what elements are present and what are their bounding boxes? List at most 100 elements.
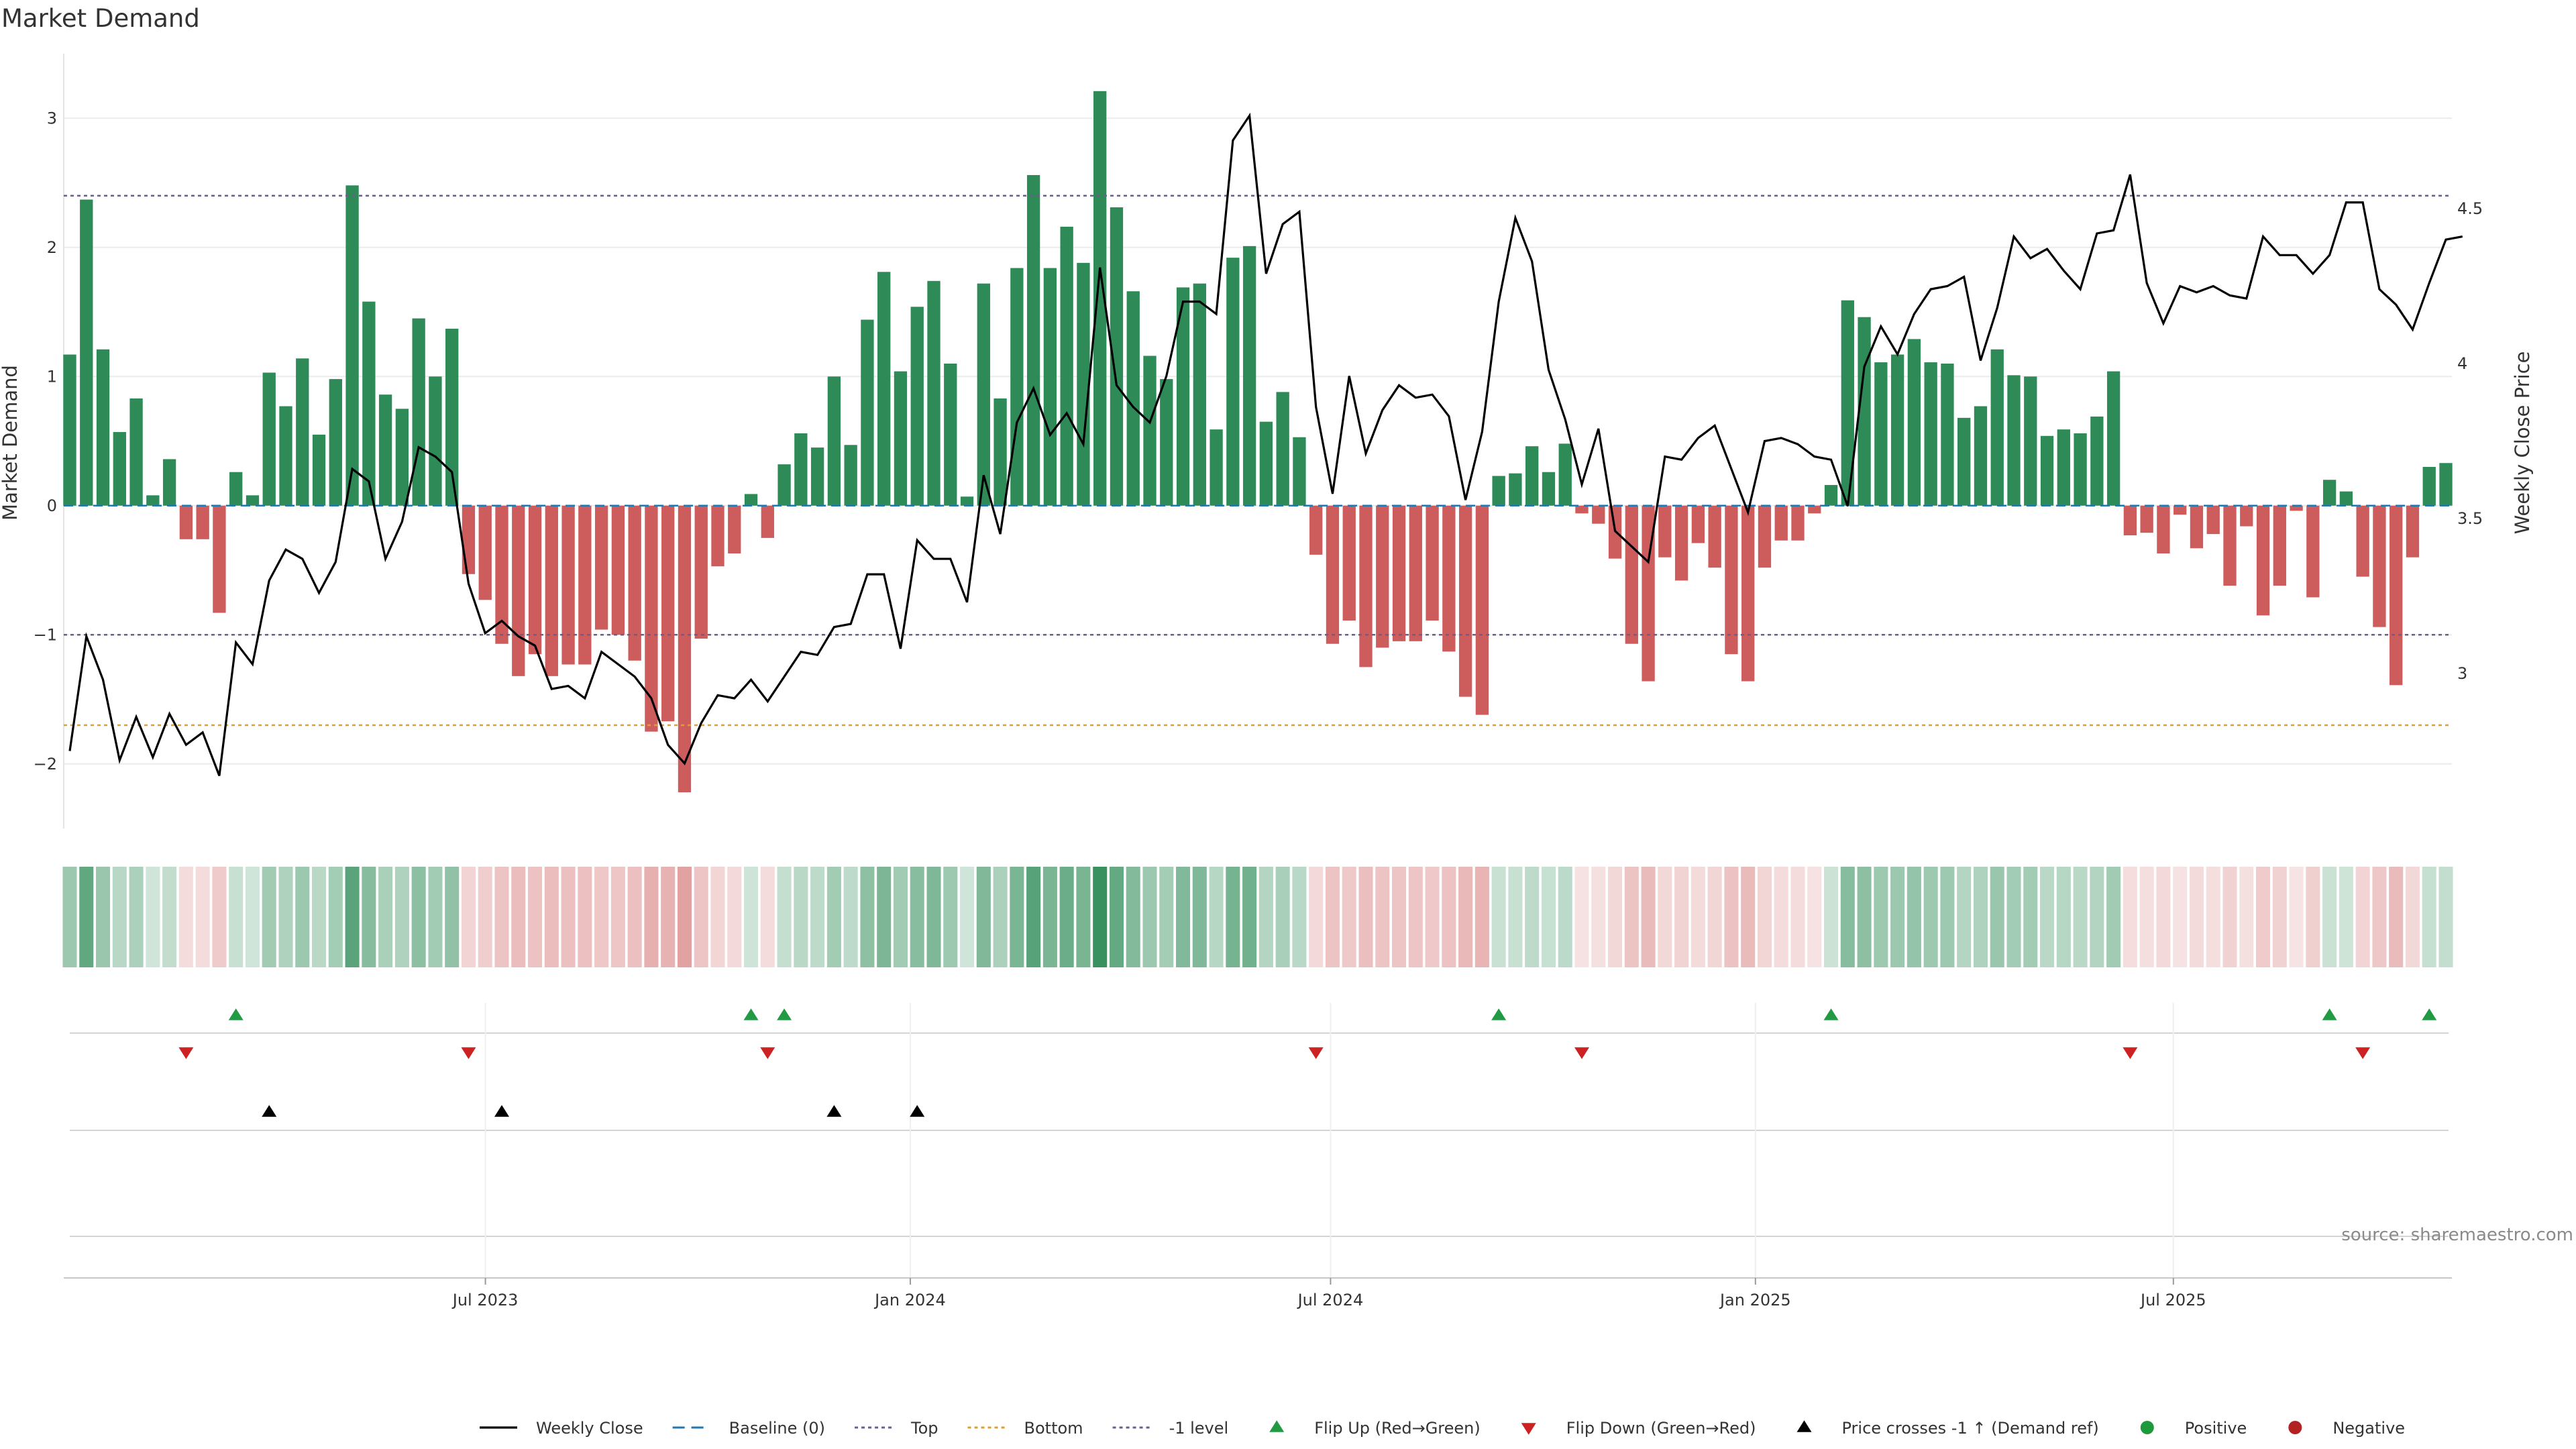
heat-cell bbox=[777, 867, 792, 967]
legend-item-top: Top bbox=[855, 1419, 938, 1438]
demand-bar bbox=[628, 505, 641, 661]
demand-bar bbox=[1193, 283, 1206, 506]
demand-bar bbox=[810, 447, 824, 506]
demand-bar bbox=[1359, 505, 1373, 667]
demand-bar bbox=[927, 280, 941, 506]
heat-cell bbox=[1674, 867, 1689, 967]
heat-cell bbox=[1392, 867, 1407, 967]
demand-bar bbox=[1941, 364, 1954, 506]
demand-bar bbox=[312, 434, 326, 506]
heat-cell bbox=[62, 867, 77, 967]
heat-cell bbox=[478, 867, 492, 967]
heat-cell bbox=[2339, 867, 2353, 967]
heat-cell bbox=[445, 867, 460, 967]
heat-cell bbox=[146, 867, 160, 967]
demand-bar bbox=[2256, 505, 2270, 616]
signal-panels bbox=[70, 1003, 2449, 1278]
demand-bar bbox=[296, 358, 309, 506]
heat-cell bbox=[1890, 867, 1905, 967]
legend-item-positive: Positive bbox=[2140, 1419, 2247, 1438]
demand-bar bbox=[2422, 467, 2436, 506]
heat-cell bbox=[312, 867, 327, 967]
demand-bar bbox=[1093, 91, 1107, 506]
heat-cell bbox=[1857, 867, 1872, 967]
main-plot-panel: 3 2 1 0 −1 −2 4.5 4 3.5 3 bbox=[34, 54, 2483, 828]
legend-swatch bbox=[1796, 1420, 1812, 1432]
demand-bar bbox=[1674, 505, 1688, 581]
y-tick-left: −1 bbox=[34, 625, 57, 644]
demand-bar bbox=[2339, 491, 2353, 506]
demand-bar bbox=[1558, 443, 1572, 506]
demand-bar bbox=[1010, 268, 1024, 506]
heat-cell bbox=[893, 867, 908, 967]
demand-bar bbox=[495, 505, 508, 644]
demand-bar bbox=[2074, 433, 2087, 506]
demand-bar bbox=[744, 494, 758, 506]
heat-cell bbox=[2306, 867, 2320, 967]
demand-bar bbox=[2190, 505, 2204, 549]
heat-cell bbox=[1042, 867, 1057, 967]
demand-bar bbox=[395, 409, 409, 506]
heat-cell bbox=[1957, 867, 1972, 967]
heat-cell bbox=[411, 867, 426, 967]
heat-cell bbox=[1309, 867, 1324, 967]
demand-bar bbox=[246, 495, 260, 506]
heat-cell bbox=[2056, 867, 2071, 967]
heat-cell bbox=[2023, 867, 2038, 967]
demand-bar bbox=[977, 283, 990, 506]
heat-cell bbox=[1474, 867, 1489, 967]
heat-cell bbox=[1990, 867, 2004, 967]
demand-bar bbox=[2090, 416, 2104, 506]
heat-cell bbox=[1109, 867, 1124, 967]
legend-item-minus-one: -1 level bbox=[1112, 1419, 1228, 1438]
y-tick-right: 3.5 bbox=[2457, 509, 2483, 528]
legend-label: Baseline (0) bbox=[729, 1419, 825, 1438]
demand-bar bbox=[1509, 473, 1522, 506]
heat-cell bbox=[2322, 867, 2337, 967]
legend-item-flip-down: Flip Down (Green→Red) bbox=[1521, 1419, 1756, 1438]
flip-up-marker bbox=[1491, 1008, 1507, 1020]
y-tick-right: 3 bbox=[2457, 664, 2467, 683]
demand-bar bbox=[462, 505, 476, 574]
legend-swatch bbox=[1269, 1420, 1285, 1432]
heat-cell bbox=[1641, 867, 1656, 967]
demand-bar bbox=[694, 505, 708, 639]
demand-bar bbox=[279, 406, 292, 506]
demand-bar bbox=[213, 505, 226, 613]
heat-cell bbox=[328, 867, 343, 967]
heat-cell bbox=[1242, 867, 1257, 967]
demand-bar bbox=[113, 432, 126, 506]
demand-bar bbox=[1126, 291, 1140, 506]
heat-cell bbox=[1375, 867, 1390, 967]
y-tick-left: 0 bbox=[47, 496, 57, 515]
heat-cell bbox=[2256, 867, 2271, 967]
heat-cell bbox=[79, 867, 94, 967]
price-cross-marker bbox=[494, 1105, 509, 1117]
heat-cell bbox=[1076, 867, 1091, 967]
heat-cell bbox=[1840, 867, 1855, 967]
heat-cell bbox=[2090, 867, 2104, 967]
heat-cell bbox=[1774, 867, 1788, 967]
legend-label: Top bbox=[910, 1419, 938, 1438]
heat-cell bbox=[428, 867, 443, 967]
demand-bar bbox=[378, 394, 392, 506]
demand-bar bbox=[262, 372, 276, 506]
heat-cell bbox=[2389, 867, 2404, 967]
demand-bar bbox=[578, 505, 592, 665]
heat-cell bbox=[1757, 867, 1772, 967]
demand-bar bbox=[861, 319, 874, 506]
heat-cell bbox=[1209, 867, 1224, 967]
demand-bar bbox=[1824, 484, 1838, 506]
demand-bar bbox=[1492, 476, 1505, 506]
demand-bar bbox=[528, 505, 542, 655]
heat-cell bbox=[1408, 867, 1423, 967]
heat-cell bbox=[2106, 867, 2121, 967]
heat-cell bbox=[810, 867, 825, 967]
heat-cell bbox=[1142, 867, 1157, 967]
heat-cell bbox=[1059, 867, 1074, 967]
heat-cell bbox=[1658, 867, 1672, 967]
demand-bar bbox=[2356, 505, 2369, 577]
demand-bar bbox=[1990, 349, 2004, 506]
heat-cell bbox=[627, 867, 642, 967]
heat-cell bbox=[2040, 867, 2055, 967]
